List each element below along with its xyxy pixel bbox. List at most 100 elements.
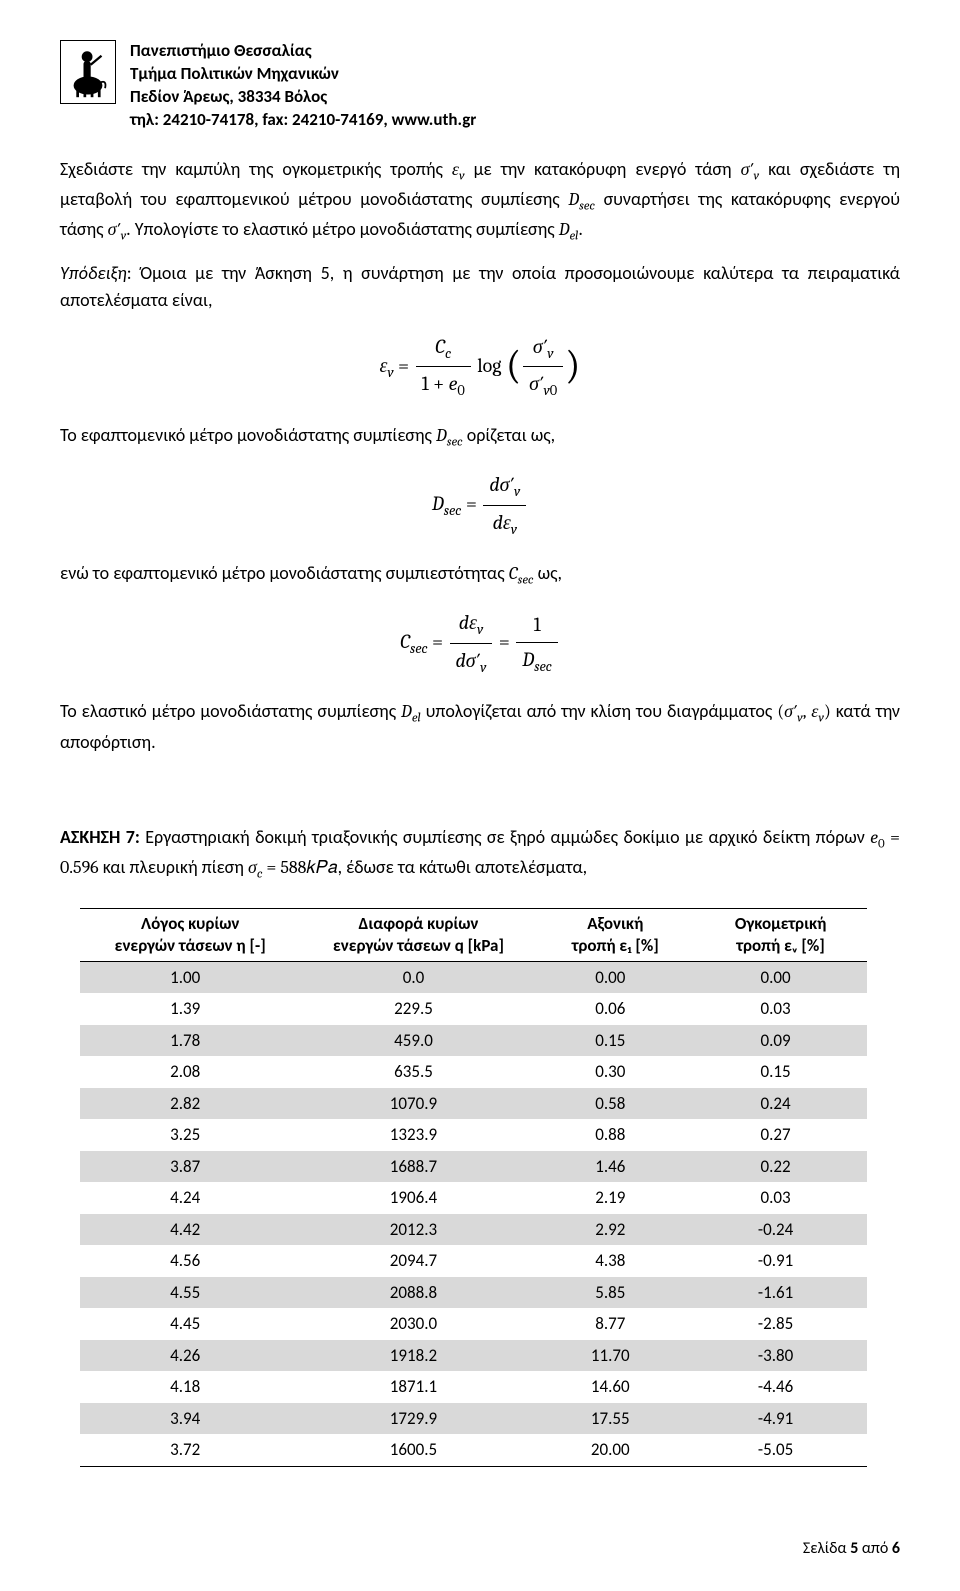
table-cell: 1871.1 (300, 1371, 536, 1403)
paragraph-5: Το ελαστικό μέτρο μονοδιάστατης συμπίεση… (60, 698, 900, 755)
table-cell: 1.39 (80, 993, 300, 1025)
table-row: 3.941729.917.55-4.91 (80, 1403, 867, 1435)
table-row: 3.871688.71.460.22 (80, 1151, 867, 1183)
table-cell: 1323.9 (300, 1119, 536, 1151)
table-cell: 2088.8 (300, 1277, 536, 1309)
header-text-block: Πανεπιστήμιο Θεσσαλίας Τμήμα Πολιτικών Μ… (130, 40, 476, 132)
table-cell: 3.72 (80, 1434, 300, 1466)
table-cell: 0.15 (694, 1056, 867, 1088)
table-cell: 0.30 (537, 1056, 694, 1088)
table-row: 1.39229.50.060.03 (80, 993, 867, 1025)
th-ev: Ογκομετρικήτροπή εᵥ [%] (694, 908, 867, 961)
table-cell: 0.27 (694, 1119, 867, 1151)
paragraph-hint: Υπόδειξη: Όμοια με την Άσκηση 5, η συνάρ… (60, 260, 900, 314)
table-cell: 2094.7 (300, 1245, 536, 1277)
table-cell: -5.05 (694, 1434, 867, 1466)
table-cell: 459.0 (300, 1025, 536, 1057)
table-row: 4.562094.74.38-0.91 (80, 1245, 867, 1277)
table-cell: 2.92 (537, 1214, 694, 1246)
table-row: 4.181871.114.60-4.46 (80, 1371, 867, 1403)
table-cell: 1918.2 (300, 1340, 536, 1372)
table-cell: 4.38 (537, 1245, 694, 1277)
table-cell: 0.00 (694, 961, 867, 993)
table-cell: 2030.0 (300, 1308, 536, 1340)
table-cell: 0.22 (694, 1151, 867, 1183)
table-cell: 0.06 (537, 993, 694, 1025)
table-cell: 1.00 (80, 961, 300, 993)
table-cell: 4.24 (80, 1182, 300, 1214)
equation-1: εv = Cc1 + e0 log (σ′vσ′v0) (60, 332, 900, 402)
table-cell: 4.18 (80, 1371, 300, 1403)
table-cell: 1.46 (537, 1151, 694, 1183)
university-logo (60, 40, 116, 104)
table-row: 1.000.00.000.00 (80, 961, 867, 993)
table-row: 4.261918.211.70-3.80 (80, 1340, 867, 1372)
table-cell: 2.19 (537, 1182, 694, 1214)
table-cell: 14.60 (537, 1371, 694, 1403)
table-cell: 0.03 (694, 1182, 867, 1214)
table-cell: 635.5 (300, 1056, 536, 1088)
table-row: 3.251323.90.880.27 (80, 1119, 867, 1151)
table-cell: 11.70 (537, 1340, 694, 1372)
table-cell: 0.58 (537, 1088, 694, 1120)
table-cell: 0.24 (694, 1088, 867, 1120)
header-line-4: τηλ: 24210-74178, fax: 24210-74169, www.… (130, 109, 476, 132)
table-row: 2.821070.90.580.24 (80, 1088, 867, 1120)
table-cell: 1070.9 (300, 1088, 536, 1120)
paragraph-4: ενώ το εφαπτομενικό μέτρο μονοδιάστατης … (60, 560, 900, 590)
table-cell: -4.91 (694, 1403, 867, 1435)
th-q: Διαφορά κυρίωνενεργών τάσεων q [kPa] (300, 908, 536, 961)
th-e1: Αξονικήτροπή ε₁ [%] (537, 908, 694, 961)
equation-2: Dsec = dσ′vdεv (60, 470, 900, 540)
table-cell: 2012.3 (300, 1214, 536, 1246)
table-cell: 1688.7 (300, 1151, 536, 1183)
table-cell: 0.88 (537, 1119, 694, 1151)
table-cell: 5.85 (537, 1277, 694, 1309)
exercise-7: ΑΣΚΗΣΗ 7: Εργαστηριακή δοκιμή τριαξονική… (60, 824, 900, 884)
table-row: 4.422012.32.92-0.24 (80, 1214, 867, 1246)
table-cell: 3.25 (80, 1119, 300, 1151)
table-cell: 3.87 (80, 1151, 300, 1183)
table-cell: 0.09 (694, 1025, 867, 1057)
table-cell: 3.94 (80, 1403, 300, 1435)
results-table-wrap: Λόγος κυρίωνενεργών τάσεων η [-] Διαφορά… (80, 908, 900, 1467)
table-cell: 2.08 (80, 1056, 300, 1088)
table-cell: 20.00 (537, 1434, 694, 1466)
table-cell: 4.55 (80, 1277, 300, 1309)
table-cell: -1.61 (694, 1277, 867, 1309)
table-cell: -0.91 (694, 1245, 867, 1277)
table-cell: 1729.9 (300, 1403, 536, 1435)
table-cell: -2.85 (694, 1308, 867, 1340)
table-cell: 0.03 (694, 993, 867, 1025)
table-cell: 0.00 (537, 961, 694, 993)
table-cell: 1600.5 (300, 1434, 536, 1466)
table-cell: 2.82 (80, 1088, 300, 1120)
table-cell: 1906.4 (300, 1182, 536, 1214)
table-cell: -3.80 (694, 1340, 867, 1372)
table-row: 1.78459.00.150.09 (80, 1025, 867, 1057)
header-line-2: Τμήμα Πολιτικών Μηχανικών (130, 63, 476, 86)
th-eta: Λόγος κυρίωνενεργών τάσεων η [-] (80, 908, 300, 961)
table-row: 3.721600.520.00-5.05 (80, 1434, 867, 1466)
table-cell: 4.42 (80, 1214, 300, 1246)
table-cell: -0.24 (694, 1214, 867, 1246)
equation-3: Csec = dεvdσ′v = 1Dsec (60, 608, 900, 678)
page-header: Πανεπιστήμιο Θεσσαλίας Τμήμα Πολιτικών Μ… (60, 40, 900, 132)
results-table: Λόγος κυρίωνενεργών τάσεων η [-] Διαφορά… (80, 908, 867, 1467)
table-row: 2.08635.50.300.15 (80, 1056, 867, 1088)
header-line-3: Πεδίον Άρεως, 38334 Βόλος (130, 86, 476, 109)
table-cell: 0.15 (537, 1025, 694, 1057)
paragraph-1: Σχεδιάστε την καμπύλη της ογκομετρικής τ… (60, 156, 900, 246)
table-cell: -4.46 (694, 1371, 867, 1403)
table-row: 4.241906.42.190.03 (80, 1182, 867, 1214)
table-cell: 4.56 (80, 1245, 300, 1277)
header-line-1: Πανεπιστήμιο Θεσσαλίας (130, 40, 476, 63)
table-row: 4.452030.08.77-2.85 (80, 1308, 867, 1340)
table-cell: 0.0 (300, 961, 536, 993)
page-footer: Σελίδα 5 από 6 (60, 1537, 900, 1561)
table-cell: 8.77 (537, 1308, 694, 1340)
table-cell: 4.45 (80, 1308, 300, 1340)
table-cell: 17.55 (537, 1403, 694, 1435)
table-cell: 229.5 (300, 993, 536, 1025)
table-row: 4.552088.85.85-1.61 (80, 1277, 867, 1309)
